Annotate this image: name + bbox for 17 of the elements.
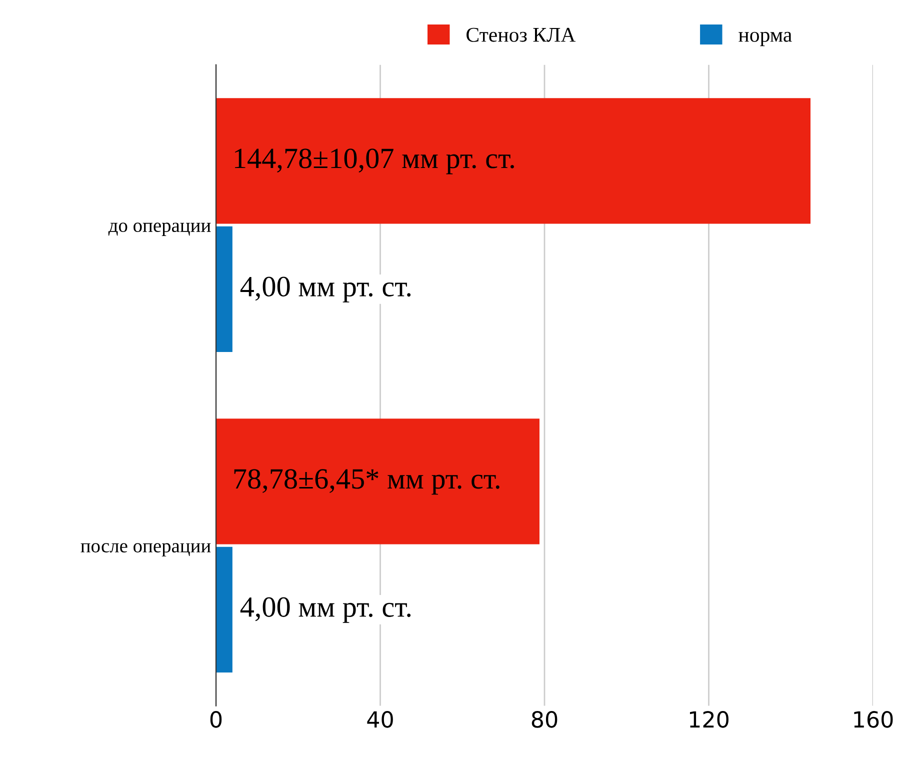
y-tick-label: до операции xyxy=(108,222,211,236)
bar xyxy=(216,226,232,352)
data-label: 144,78±10,07 мм рт. ст. xyxy=(234,148,514,174)
x-tick-label: 0 xyxy=(210,711,222,728)
y-tick-label: после операции xyxy=(80,543,211,556)
legend-label: норма xyxy=(738,32,792,46)
x-tick-label: 120 xyxy=(690,711,728,728)
bar xyxy=(216,98,811,224)
legend-label: Стеноз КЛА xyxy=(466,28,576,42)
bar xyxy=(216,418,540,544)
data-label: 78,78±6,45* мм рт. ст. xyxy=(234,469,500,495)
x-tick-label: 80 xyxy=(532,711,558,728)
bar xyxy=(216,546,232,672)
data-label: 4,00 мм рт. ст. xyxy=(240,276,411,302)
x-tick-label: 160 xyxy=(854,711,893,728)
x-tick-label: 40 xyxy=(367,711,393,728)
data-label: 4,00 мм рт. ст. xyxy=(240,597,411,623)
